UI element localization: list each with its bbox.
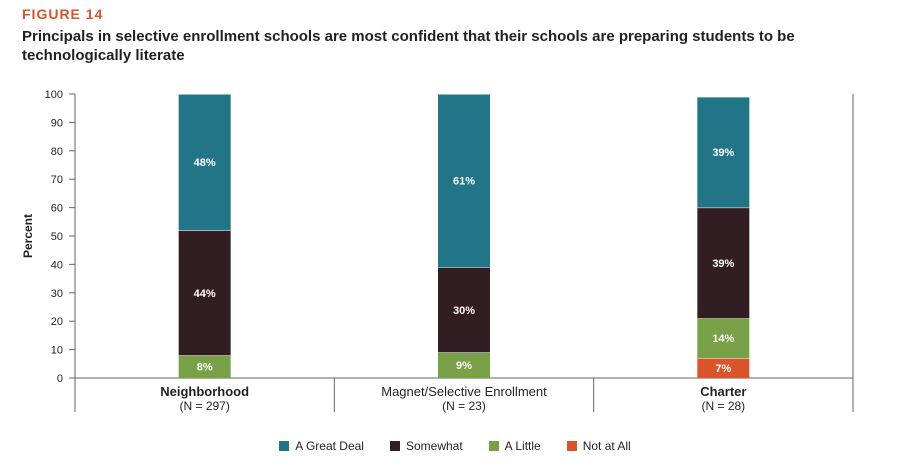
legend-label: Not at All — [582, 439, 631, 453]
y-tick-label: 80 — [51, 146, 63, 158]
data-label: 14% — [712, 333, 734, 345]
bar-segment — [697, 318, 750, 359]
bar-segment — [697, 207, 750, 319]
legend-label: Somewhat — [405, 439, 463, 453]
legend-item-somewhat: Somewhat — [389, 439, 463, 453]
legend-label: A Little — [504, 439, 541, 453]
y-tick-label: 30 — [51, 288, 63, 300]
stacked-bar-chart: 0 10 20 30 40 50 60 70 80 90 100 Percent 8% 44% 48% Nei… — [21, 89, 854, 413]
legend-swatch-not-at-all — [566, 441, 577, 451]
y-tick-label: 90 — [51, 117, 63, 129]
y-tick-label: 100 — [45, 89, 63, 101]
legend-swatch-somewhat — [389, 441, 400, 451]
bar-segment — [697, 358, 750, 378]
bar-segment — [697, 96, 750, 208]
data-label: 48% — [194, 157, 216, 169]
legend-item-a-little: A Little — [488, 439, 541, 453]
legend-item-great-deal: A Great Deal — [279, 439, 364, 453]
bar-segment — [438, 94, 490, 268]
category-n-label: (N = 297) — [179, 399, 229, 413]
category-n-label: (N = 28) — [701, 399, 745, 413]
data-label: 39% — [712, 258, 734, 270]
bar-segment — [438, 352, 490, 378]
bar-segment — [178, 94, 231, 231]
data-label: 39% — [712, 147, 734, 159]
data-label: 8% — [197, 362, 213, 374]
category-label: Neighborhood — [160, 384, 249, 399]
data-label: 44% — [194, 288, 216, 300]
legend: A Great Deal Somewhat A Little Not at Al… — [0, 439, 910, 453]
category-label: Charter — [700, 384, 746, 399]
bar-segment — [438, 267, 490, 353]
legend-item-not-at-all: Not at All — [566, 439, 631, 453]
figure-label: FIGURE 14 — [22, 6, 104, 22]
legend-swatch-a-little — [488, 441, 499, 451]
category-label: Magnet/Selective Enrollment — [381, 384, 547, 399]
y-tick-label: 20 — [51, 316, 63, 328]
y-tick-label: 70 — [51, 174, 63, 186]
y-tick-label: 50 — [51, 231, 63, 243]
y-tick-label: 40 — [51, 259, 63, 271]
y-tick-label: 10 — [51, 345, 63, 357]
y-axis-label: Percent — [21, 214, 35, 258]
data-label: 9% — [456, 360, 472, 372]
chart-title: Principals in selective enrollment schoo… — [22, 28, 795, 64]
category-n-label: (N = 23) — [442, 399, 486, 413]
legend-swatch-great-deal — [279, 441, 290, 451]
data-label: 7% — [715, 363, 731, 375]
legend-label: A Great Deal — [295, 439, 364, 453]
bar-segment — [178, 230, 231, 356]
data-label: 61% — [453, 176, 475, 188]
data-label: 30% — [453, 305, 475, 317]
y-tick-label: 0 — [57, 373, 63, 385]
bar-segment — [178, 355, 231, 378]
y-tick-label: 60 — [51, 203, 63, 215]
